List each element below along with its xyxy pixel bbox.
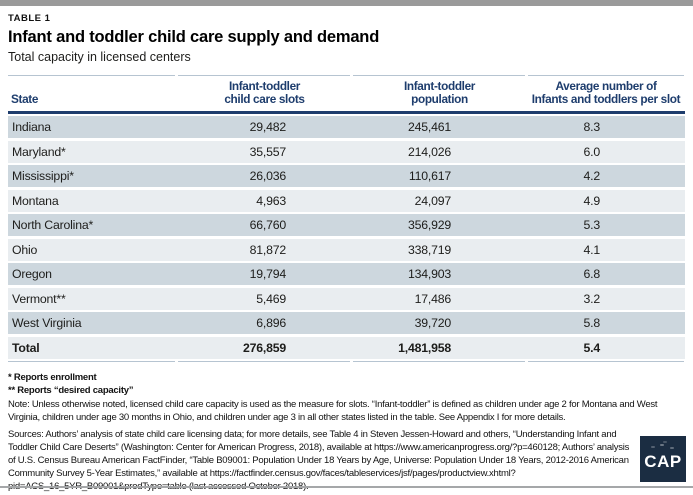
slots-cell: 276,859	[242, 340, 286, 355]
column-header-state: State	[11, 92, 39, 106]
state-cell: West Virginia	[12, 316, 82, 330]
state-cell: Mississippi*	[12, 169, 74, 183]
state-cell: Total	[12, 340, 40, 355]
slots-cell: 5,469	[256, 291, 286, 306]
header-top-divider	[8, 75, 685, 76]
sources-text: Sources: Authors’ analysis of state chil…	[8, 429, 630, 492]
state-cell: Maryland*	[12, 144, 66, 159]
average-cell: 4.2	[583, 169, 601, 183]
footnotes-block: * Reports enrollment ** Reports “desired…	[8, 371, 685, 493]
column-header-average: Average number of Infants and toddlers p…	[531, 79, 681, 106]
footnote-asterisk: * Reports enrollment	[8, 372, 97, 383]
table-row-ohio: Ohio 81,872 338,719 4.1	[8, 238, 685, 261]
table-row-total: Total 276,859 1,481,958 5.4	[8, 336, 685, 359]
slots-cell: 66,760	[249, 218, 287, 232]
table-figure: TABLE 1 Infant and toddler child care su…	[8, 6, 685, 493]
population-cell: 24,097	[414, 193, 452, 208]
slots-cell: 29,482	[249, 120, 287, 134]
population-cell: 245,461	[407, 120, 451, 134]
table-row-oregon: Oregon 19,794 134,903 6.8	[8, 263, 685, 285]
header-bottom-divider	[8, 111, 685, 114]
average-cell: 6.0	[583, 144, 601, 159]
slots-cell: 35,557	[249, 144, 287, 159]
state-cell: Oregon	[12, 267, 52, 281]
state-cell: Ohio	[12, 242, 38, 257]
population-cell: 214,026	[407, 144, 451, 159]
population-cell: 39,720	[414, 316, 452, 330]
population-cell: 356,929	[407, 218, 451, 232]
state-cell: North Carolina*	[12, 218, 94, 232]
table-row-montana: Montana 4,963 24,097 4.9	[8, 189, 685, 212]
average-cell: 5.3	[583, 218, 601, 232]
cap-logo-text: CAP	[644, 452, 682, 471]
table-header-row: State Infant-toddler child care slots In…	[8, 76, 685, 111]
average-cell: 4.9	[583, 193, 601, 208]
average-cell: 4.1	[583, 242, 601, 257]
state-cell: Vermont**	[12, 291, 66, 306]
top-divider-bar	[0, 0, 693, 6]
average-cell: 8.3	[583, 120, 601, 134]
average-cell: 5.4	[583, 340, 601, 355]
page-subtitle: Total capacity in licensed centers	[8, 50, 191, 64]
table-row-west-virginia: West Virginia 6,896 39,720 5.8	[8, 312, 685, 334]
slots-cell: 6,896	[256, 316, 286, 330]
table-bottom-divider	[8, 361, 685, 362]
average-cell: 5.8	[583, 316, 601, 330]
population-cell: 110,617	[408, 169, 451, 183]
footnote-double-asterisk: ** Reports “desired capacity”	[8, 385, 134, 396]
population-cell: 338,719	[407, 242, 451, 257]
slots-cell: 81,872	[249, 242, 287, 257]
note-text: Note: Unless otherwise noted, licensed c…	[8, 399, 658, 423]
table-row-indiana: Indiana 29,482 245,461 8.3	[8, 116, 685, 138]
state-cell: Montana	[12, 193, 59, 208]
table-row-maryland: Maryland* 35,557 214,026 6.0	[8, 140, 685, 163]
population-cell: 134,903	[407, 267, 451, 281]
page-title: Infant and toddler child care supply and…	[8, 28, 380, 46]
column-header-population: Infant-toddler population	[403, 79, 476, 106]
bottom-divider-bar	[0, 486, 693, 488]
table-number-label: TABLE 1	[8, 13, 51, 24]
slots-cell: 4,963	[256, 193, 286, 208]
table-row-north-carolina: North Carolina* 66,760 356,929 5.3	[8, 214, 685, 236]
cap-logo: CAP	[640, 436, 686, 482]
table-row-vermont: Vermont** 5,469 17,486 3.2	[8, 287, 685, 310]
population-cell: 1,481,958	[398, 340, 451, 355]
average-cell: 3.2	[583, 291, 601, 306]
slots-cell: 19,794	[249, 267, 287, 281]
fish-decoration-icon	[660, 444, 664, 446]
average-cell: 6.8	[583, 267, 601, 281]
table-row-mississippi: Mississippi* 26,036 110,617 4.2	[8, 165, 685, 187]
state-cell: Indiana	[12, 120, 51, 134]
population-cell: 17,486	[414, 291, 452, 306]
slots-cell: 26,036	[249, 169, 287, 183]
column-header-slots: Infant-toddler child care slots	[224, 79, 305, 106]
